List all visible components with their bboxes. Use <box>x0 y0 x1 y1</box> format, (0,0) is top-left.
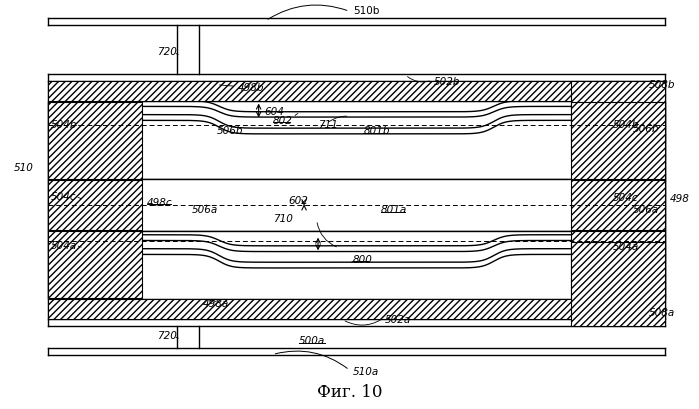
Text: Фиг. 10: Фиг. 10 <box>317 383 382 400</box>
Text: 800: 800 <box>353 254 373 264</box>
Text: 498c: 498c <box>147 197 173 207</box>
Text: 801b: 801b <box>363 126 390 136</box>
Text: 801a: 801a <box>381 204 408 214</box>
Bar <box>571 181 665 230</box>
Text: 498b: 498b <box>238 83 264 92</box>
Bar <box>48 231 665 299</box>
Text: 508a: 508a <box>649 307 675 317</box>
Text: 504c: 504c <box>50 191 76 201</box>
Text: 498a: 498a <box>203 299 229 308</box>
Text: 602: 602 <box>289 196 308 205</box>
Text: 802: 802 <box>273 115 292 125</box>
Text: 506b: 506b <box>217 126 243 135</box>
Bar <box>571 232 665 299</box>
Bar <box>48 232 142 299</box>
Text: 506a: 506a <box>192 204 219 214</box>
Text: 506a: 506a <box>633 205 659 215</box>
Text: 500a: 500a <box>299 335 326 345</box>
Text: 504a: 504a <box>613 241 640 251</box>
Bar <box>48 101 665 180</box>
Text: 506b: 506b <box>633 124 659 133</box>
Text: 502a: 502a <box>384 314 411 324</box>
Bar <box>571 82 665 159</box>
Bar <box>48 102 142 179</box>
Text: 720: 720 <box>157 330 177 340</box>
Text: 504a: 504a <box>50 240 77 250</box>
Text: 711: 711 <box>318 120 338 130</box>
Text: 710: 710 <box>273 214 292 224</box>
Text: 508b: 508b <box>649 80 675 90</box>
Text: 720: 720 <box>157 47 177 57</box>
Bar <box>48 181 142 230</box>
Text: 504b: 504b <box>50 120 77 130</box>
Bar <box>571 242 665 326</box>
Bar <box>48 82 665 101</box>
Text: 510a: 510a <box>353 366 380 376</box>
Text: 504b: 504b <box>613 120 640 130</box>
Text: 502b: 502b <box>433 77 460 87</box>
Text: 498: 498 <box>670 193 689 203</box>
Text: 604: 604 <box>264 107 284 117</box>
Bar <box>571 102 665 179</box>
Text: 510b: 510b <box>353 7 380 16</box>
Text: 510: 510 <box>14 163 34 173</box>
Bar <box>48 180 665 231</box>
Bar <box>48 299 665 319</box>
Text: 504c: 504c <box>613 192 639 202</box>
